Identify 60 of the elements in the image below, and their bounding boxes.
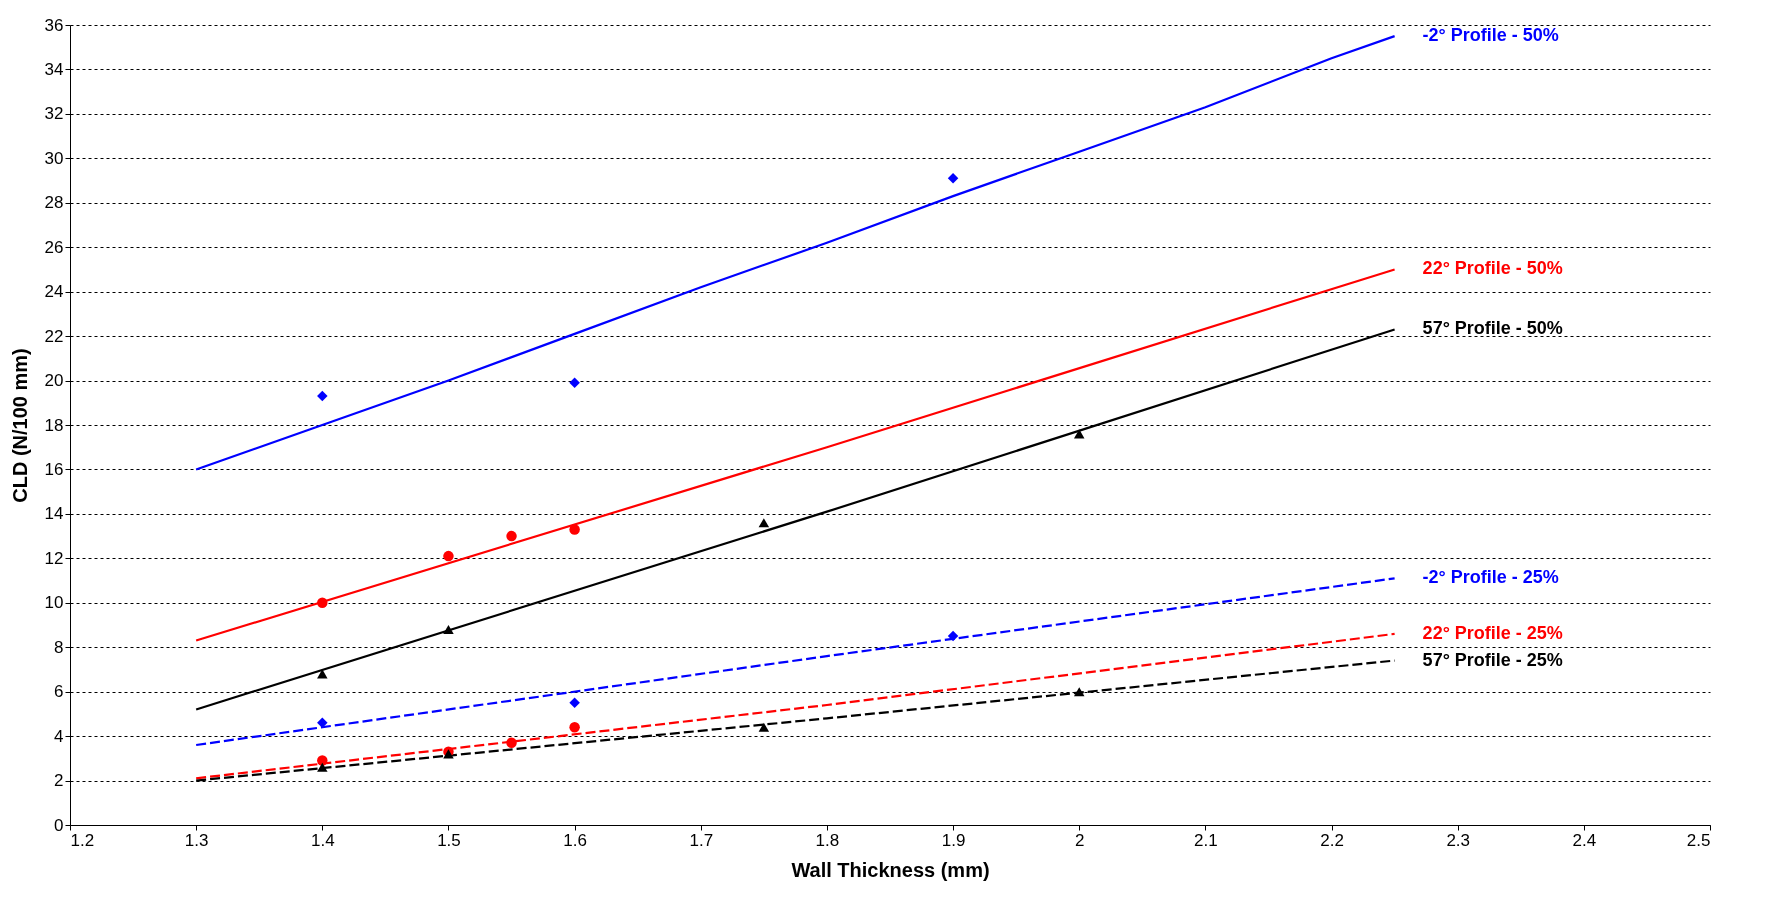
y-axis-title: CLD (N/100 mm) [8,348,31,503]
x-tick-label: 1.9 [941,830,966,850]
x-tick-label: 2.5 [1686,830,1711,850]
x-tick-label: 1.7 [689,830,714,850]
x-tick-label: 2.1 [1194,830,1218,850]
x-tick-label: 1.2 [70,830,95,850]
x-tick-label: 1.5 [437,830,461,850]
x-tick-label: 1.4 [310,830,335,850]
y-tick-label: 28 [44,193,64,213]
y-tick-label: 20 [44,371,64,391]
point [569,721,580,733]
series-label: -2° Profile - 50% [1422,25,1559,46]
point [443,550,454,562]
line-series [195,35,1396,471]
y-tick-label: 32 [44,104,64,124]
point [947,173,959,184]
y-tick-label: 24 [44,282,64,302]
y-tick-label: 14 [44,504,64,524]
point [506,530,517,542]
series-label: 22° Profile - 25% [1422,622,1563,643]
y-tick-label: 30 [44,148,64,168]
point [317,390,328,402]
x-axis-title: Wall Thickness (mm) [791,858,990,881]
x-tick-label: 1.3 [184,830,209,850]
x-tick-label: 2.4 [1572,830,1597,850]
point [317,669,328,679]
y-tick-label: 16 [44,459,64,479]
point [443,624,454,634]
y-tick-label: 0 [54,815,64,835]
y-tick-label: 18 [44,415,64,435]
y-tick-label: 2 [54,771,64,791]
y-tick-label: 22 [44,326,64,346]
point [317,597,328,609]
x-tick-label: 1.6 [563,830,587,850]
point [317,755,328,766]
y-tick-label: 34 [44,59,64,79]
series-label: 57° Profile - 50% [1422,318,1563,339]
series-label: -2° Profile - 25% [1422,567,1559,588]
point [317,762,328,772]
point [947,630,959,642]
point [506,737,517,749]
point [569,377,580,389]
point [758,518,770,528]
y-tick-label: 10 [44,593,64,613]
y-tick-label: 36 [44,15,64,35]
point [569,697,580,709]
point [569,524,580,535]
y-tick-label: 4 [54,726,64,746]
x-tick-label: 2 [1075,830,1085,850]
y-tick-label: 12 [44,548,64,568]
point [758,722,770,732]
series-label: 57° Profile - 25% [1422,649,1563,670]
y-tick-label: 8 [54,637,64,657]
x-tick-label: 2.2 [1320,830,1344,850]
y-tick-label: 26 [44,237,64,257]
point [1073,687,1085,697]
y-tick-label: 6 [54,682,64,702]
series-label: 22° Profile - 50% [1422,258,1563,279]
x-tick-label: 1.8 [815,830,840,850]
x-tick-label: 2.3 [1446,830,1471,850]
